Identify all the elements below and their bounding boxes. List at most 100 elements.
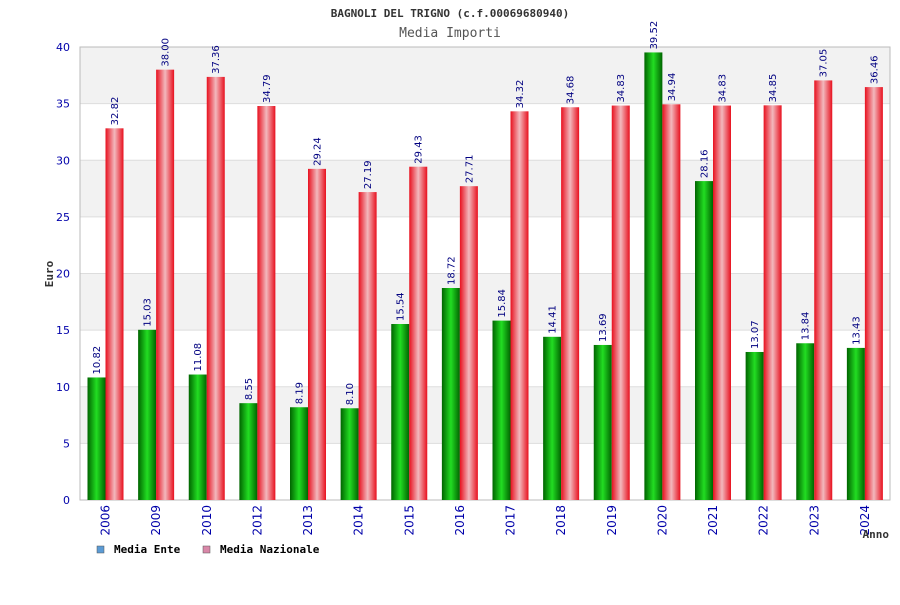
y-tick-label: 0 [63, 494, 70, 507]
legend-swatch-media-nazionale [202, 545, 211, 554]
legend-swatch-media-ente [96, 545, 105, 554]
value-label-media-nazionale: 34.68 [566, 76, 577, 105]
x-tick-label: 2018 [554, 505, 568, 536]
x-tick-label: 2015 [402, 505, 416, 536]
value-label-media-nazionale: 29.24 [313, 137, 324, 166]
bar-media-nazionale [257, 106, 276, 501]
value-label-media-ente: 8.10 [345, 383, 356, 405]
bar-media-nazionale [611, 105, 630, 501]
x-tick-label: 2014 [352, 505, 366, 536]
value-label-media-nazionale: 34.94 [667, 73, 678, 102]
bar-media-ente [745, 351, 764, 500]
bar-media-ente [87, 377, 106, 500]
x-tick-label: 2012 [250, 505, 264, 536]
y-tick-label: 40 [56, 41, 70, 54]
value-label-media-ente: 13.07 [750, 320, 761, 349]
y-tick-label: 30 [56, 154, 70, 167]
x-tick-label: 2016 [453, 505, 467, 536]
x-tick-label: 2022 [757, 505, 771, 536]
y-axis-title: Euro [43, 260, 56, 287]
bar-media-ente [593, 344, 612, 500]
chart-subtitle: Media Importi [399, 26, 501, 41]
y-tick-label: 5 [63, 437, 70, 450]
x-tick-label: 2013 [301, 505, 315, 536]
legend-label-media-nazionale: Media Nazionale [220, 543, 320, 556]
value-label-media-nazionale: 34.32 [515, 80, 526, 109]
value-label-media-ente: 10.82 [92, 346, 103, 375]
value-label-media-nazionale: 32.82 [110, 97, 121, 126]
bar-media-ente [441, 287, 460, 500]
bar-media-ente [340, 408, 359, 500]
bar-media-ente [543, 336, 562, 500]
legend: Media Ente Media Nazionale [96, 543, 320, 556]
bar-media-nazionale [206, 76, 225, 500]
y-tick-label: 10 [56, 381, 70, 394]
bar-media-ente [796, 343, 815, 500]
x-tick-label: 2009 [149, 505, 163, 536]
value-label-media-ente: 11.08 [193, 343, 204, 372]
bar-media-nazionale [358, 192, 377, 501]
value-labels: 10.82 32.82 15.03 38.00 11.08 37.36 8.55 34.79 8… [92, 21, 880, 405]
value-label-media-nazionale: 27.19 [363, 160, 374, 189]
value-label-media-ente: 13.84 [801, 312, 812, 341]
y-tick-label: 20 [56, 268, 70, 281]
bar-media-nazionale [409, 166, 428, 500]
value-label-media-nazionale: 38.00 [161, 38, 172, 67]
value-label-media-nazionale: 27.71 [464, 155, 475, 184]
bar-media-ente [138, 329, 157, 500]
x-tick-label: 2020 [655, 505, 669, 536]
x-axis-ticks: 2006 2009 2010 2012 2013 2014 2015 2016 2017 2018… [99, 505, 872, 536]
bar-media-ente [492, 320, 511, 500]
value-label-media-ente: 8.55 [244, 378, 255, 400]
value-label-media-nazionale: 37.05 [819, 49, 830, 78]
bar-media-ente [695, 181, 713, 500]
x-axis-title: Anno [863, 528, 890, 541]
chart-title: BAGNOLI DEL TRIGNO (c.f.00069680940) [331, 7, 569, 20]
x-tick-label: 2010 [200, 505, 214, 536]
x-tick-label: 2024 [858, 505, 872, 536]
bar-media-ente [391, 324, 410, 500]
value-label-media-ente: 15.84 [497, 289, 508, 318]
value-label-media-nazionale: 34.79 [262, 74, 273, 103]
value-label-media-nazionale: 36.46 [869, 55, 880, 84]
bar-media-ente [290, 407, 308, 500]
bar-media-nazionale [864, 87, 883, 500]
value-label-media-ente: 15.03 [143, 298, 154, 327]
legend-label-media-ente: Media Ente [114, 543, 181, 556]
x-tick-label: 2023 [807, 505, 821, 536]
value-label-media-ente: 18.72 [446, 256, 457, 285]
plot-frame [79, 46, 891, 501]
bar-media-nazionale [308, 168, 326, 500]
bar-media-ente [188, 374, 207, 500]
bar-media-nazionale [763, 105, 782, 500]
bar-media-nazionale [561, 107, 580, 501]
value-label-media-ente: 39.52 [649, 21, 660, 50]
value-label-media-nazionale: 37.36 [211, 45, 222, 74]
bar-media-ente [239, 403, 258, 500]
bar-media-ente [846, 347, 865, 500]
bar-media-nazionale [105, 128, 124, 500]
x-tick-label: 2019 [605, 505, 619, 536]
value-label-media-ente: 28.16 [700, 149, 711, 178]
bars [87, 52, 883, 501]
bar-media-ente [644, 52, 663, 500]
value-label-media-nazionale: 29.43 [414, 135, 425, 164]
bar-media-nazionale [713, 105, 731, 501]
x-tick-label: 2021 [706, 505, 720, 536]
value-label-media-ente: 13.43 [851, 316, 862, 345]
bar-media-nazionale [510, 111, 529, 501]
value-label-media-ente: 8.19 [295, 382, 306, 404]
value-label-media-nazionale: 34.85 [768, 74, 779, 103]
x-tick-label: 2017 [504, 505, 518, 536]
x-tick-label: 2006 [99, 505, 113, 536]
value-label-media-nazionale: 34.83 [718, 74, 729, 103]
bar-media-nazionale [156, 69, 175, 501]
bar-media-nazionale [459, 186, 478, 500]
value-label-media-ente: 13.69 [598, 313, 609, 342]
y-tick-label: 15 [56, 324, 70, 337]
y-axis-ticks: 0 5 10 15 20 25 30 35 40 [56, 41, 70, 507]
value-label-media-ente: 15.54 [396, 292, 407, 321]
y-tick-label: 35 [56, 98, 70, 111]
value-label-media-nazionale: 34.83 [616, 74, 627, 103]
